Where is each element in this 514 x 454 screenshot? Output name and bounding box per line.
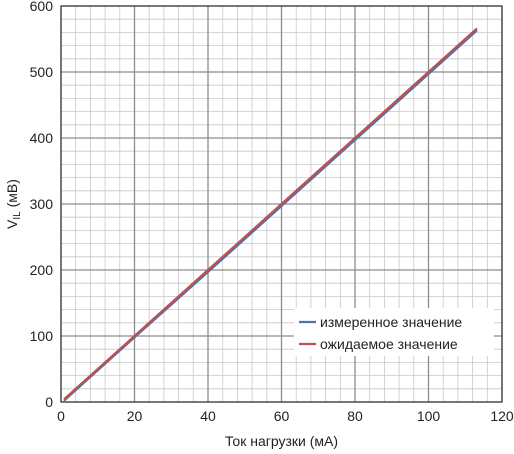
y-tick-labels: 0 100 200 300 400 500 600 [30,0,54,410]
legend: измеренное значение ожидаемое значение [294,308,494,356]
x-tick-label: 80 [347,408,363,424]
x-tick-labels: 0 20 40 60 80 100 120 [57,408,514,424]
y-axis-label-unit: (мВ) [4,179,20,211]
legend-label-2: ожидаемое значение [320,336,458,352]
plot-frame [60,5,503,403]
y-tick-label: 300 [30,196,54,212]
y-tick-label: 200 [30,262,54,278]
series-layer [63,28,478,402]
y-tick-label: 0 [45,394,53,410]
x-tick-label: 60 [274,408,290,424]
series-line-2 [63,28,478,400]
legend-box [294,308,494,356]
y-tick-label: 400 [30,130,54,146]
y-axis-label-subscript: IL [12,211,23,220]
x-tick-label: 20 [127,408,143,424]
y-axis-label: VIL (мВ) [4,179,23,229]
y-tick-label: 600 [30,0,54,14]
legend-items: измеренное значение ожидаемое значение [299,314,462,352]
x-axis-label: Ток нагрузки (мА) [225,433,338,449]
x-tick-label: 40 [200,408,216,424]
y-axis-label-main: V [4,219,20,229]
x-tick-label: 0 [57,408,65,424]
x-tick-label: 120 [490,408,514,424]
y-tick-label: 500 [30,64,54,80]
x-tick-label: 100 [417,408,441,424]
legend-label-1: измеренное значение [320,314,462,330]
y-tick-label: 100 [30,328,54,344]
